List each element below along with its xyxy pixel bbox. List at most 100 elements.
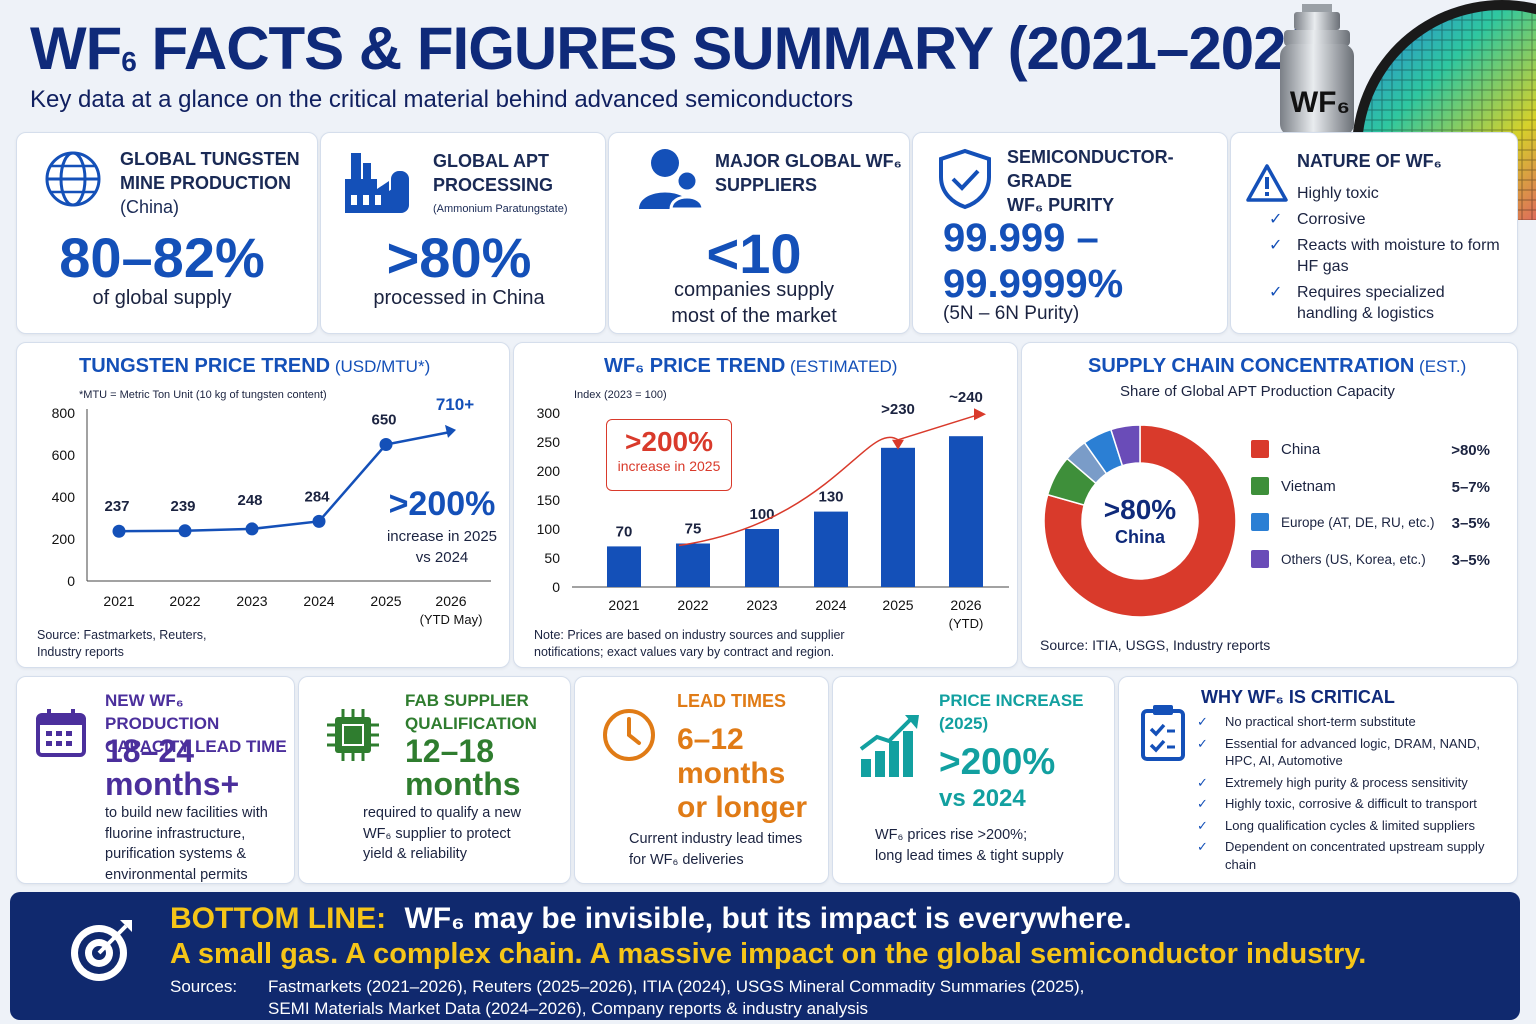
why-item: No practical short-term substitute [1197, 713, 1513, 731]
data-point [112, 524, 126, 538]
stat-value: 6–12 [677, 723, 744, 756]
nature-list: Corrosive Reacts with moisture to form H… [1269, 209, 1509, 324]
callout-text: increase in 2025 [386, 528, 498, 545]
stat-caption: (5N – 6N Purity) [943, 303, 1080, 324]
stat-caption: yield & reliability [363, 846, 467, 862]
x-tick-label: 2021 [103, 593, 134, 609]
why-item: Extremely high purity & process sensitiv… [1197, 774, 1513, 792]
card-label: NATURE OF WF₆ [1297, 151, 1442, 171]
why-item: Highly toxic, corrosive & difficult to t… [1197, 795, 1513, 813]
y-tick-label: 250 [537, 434, 561, 450]
stat-caption: processed in China [373, 287, 545, 309]
card-nature: NATURE OF WF₆ Highly toxic Corrosive Rea… [1230, 132, 1518, 334]
card-label: PRICE INCREASE [939, 691, 1084, 710]
card-lead-times: LEAD TIMES 6–12 months or longer Current… [574, 676, 829, 884]
chart-note: Note: Prices are based on industry sourc… [534, 628, 845, 642]
card-capacity-lead: NEW WF₆ PRODUCTION CAPACITY LEAD TIME 18… [16, 676, 295, 884]
sources-label: Sources: [170, 977, 238, 996]
sources-text: Fastmarkets (2021–2026), Reuters (2025–2… [268, 977, 1085, 996]
users-icon [639, 149, 705, 209]
chart-note: Index (2023 = 100) [574, 389, 667, 401]
wf6-bar-chart: 0 50 100 150 200 250 300 2021 2022 2023 2024 2025 20… [537, 389, 1009, 631]
stat-caption: most of the market [671, 305, 837, 327]
data-point [379, 438, 393, 451]
nature-item: Reacts with moisture to form HF gas [1269, 235, 1509, 277]
warning-icon [1246, 164, 1288, 202]
clock-icon [603, 709, 655, 761]
legend-label: Vietnam [1281, 478, 1336, 495]
stat-caption: Current industry lead times [629, 831, 803, 847]
card-label: FAB SUPPLIER [405, 691, 529, 710]
x-tick-label: 2025 [882, 597, 913, 613]
why-item: Essential for advanced logic, DRAM, NAND… [1197, 735, 1513, 770]
price-callout: >200% increase in 2025 [606, 419, 732, 491]
card-label: GLOBAL APT [433, 151, 549, 171]
stat-caption: companies supply [673, 279, 835, 301]
y-tick-label: 400 [52, 489, 76, 505]
y-tick-label: 0 [67, 573, 75, 589]
legend-value: 5–7% [1452, 479, 1490, 496]
card-apt-processing: GLOBAL APT PROCESSING (Ammonium Paratung… [320, 132, 606, 334]
chart-title: WF₆ PRICE TREND (ESTIMATED) [604, 355, 898, 377]
shield-check-icon [939, 148, 991, 210]
card-label: WF₆ PURITY [1007, 195, 1115, 215]
bar [814, 511, 848, 587]
card-label: NEW WF₆ PRODUCTION [105, 691, 220, 733]
card-tungsten-chart: TUNGSTEN PRICE TREND (USD/MTU*) *MTU = M… [16, 342, 510, 668]
bottom-label: BOTTOM LINE: [170, 902, 387, 935]
chart-source: Source: Fastmarkets, Reuters, [37, 628, 207, 642]
card-label: WHY WF₆ IS CRITICAL [1201, 687, 1395, 707]
stat-value: <10 [706, 222, 802, 285]
x-tick-note: (YTD May) [420, 612, 483, 627]
bar [607, 546, 641, 587]
x-tick-label: 2022 [677, 597, 708, 613]
x-tick-label: 2023 [236, 593, 267, 609]
y-tick-label: 50 [544, 550, 560, 566]
card-label: (2025) [939, 714, 989, 733]
nature-item: Corrosive [1269, 209, 1509, 230]
x-tick-label: 2021 [608, 597, 639, 613]
callout-value: >200% [625, 426, 713, 457]
trend-arrowhead [974, 408, 986, 421]
growth-chart-icon [859, 715, 919, 777]
target-icon [71, 920, 132, 981]
bar-label: 70 [616, 523, 633, 540]
legend-swatch [1251, 513, 1269, 531]
card-price-increase: PRICE INCREASE (2025) >200% vs 2024 WF₆ … [832, 676, 1115, 884]
y-tick-label: 200 [52, 531, 76, 547]
factory-icon [345, 153, 409, 213]
card-label: (Ammonium Paratungstate) [433, 203, 568, 215]
nature-item: Highly toxic [1297, 185, 1379, 202]
bar-label: 75 [685, 521, 702, 538]
stat-value: 99.9999% [943, 262, 1124, 306]
stat-value: 99.999 – [943, 216, 1099, 260]
data-label: 239 [170, 498, 195, 515]
card-label: PROCESSING [433, 175, 554, 195]
stat-caption: required to qualify a new [363, 805, 521, 821]
stat-value: months+ [105, 766, 240, 802]
why-list: No practical short-term substitute Essen… [1197, 713, 1513, 873]
bottom-line-banner: BOTTOM LINE: WF₆ may be invisible, but i… [10, 892, 1520, 1020]
donut-center-label: China [1115, 527, 1166, 547]
chart-title: TUNGSTEN PRICE TREND (USD/MTU*) [79, 355, 431, 377]
data-point [312, 514, 326, 528]
card-wf6-chart: WF₆ PRICE TREND (ESTIMATED) Index (2023 … [513, 342, 1018, 668]
stat-value: 18–24 [105, 733, 194, 769]
data-label: 710+ [436, 395, 474, 414]
legend-value: 3–5% [1452, 552, 1490, 569]
bar-label: 100 [749, 506, 774, 523]
y-tick-label: 100 [537, 521, 561, 537]
card-label: MAJOR GLOBAL WF₆ [715, 151, 902, 171]
y-tick-label: 600 [52, 447, 76, 463]
card-supply-chart: SUPPLY CHAIN CONCENTRATION (EST.) Share … [1021, 342, 1518, 668]
x-tick-label: 2023 [746, 597, 777, 613]
cylinder-label: WF₆ [1290, 86, 1350, 119]
pie-slice [1109, 424, 1141, 467]
data-label: 237 [104, 498, 129, 515]
card-suppliers: MAJOR GLOBAL WF₆ SUPPLIERS <10 companies… [608, 132, 910, 334]
stat-value: 12–18 [405, 733, 494, 769]
data-label: 284 [304, 488, 330, 505]
card-purity: SEMICONDUCTOR-GRADE WF₆ PURITY 99.999 – … [912, 132, 1228, 334]
stat-caption: WF₆ supplier to protect [363, 825, 511, 842]
y-tick-label: 200 [537, 463, 561, 479]
